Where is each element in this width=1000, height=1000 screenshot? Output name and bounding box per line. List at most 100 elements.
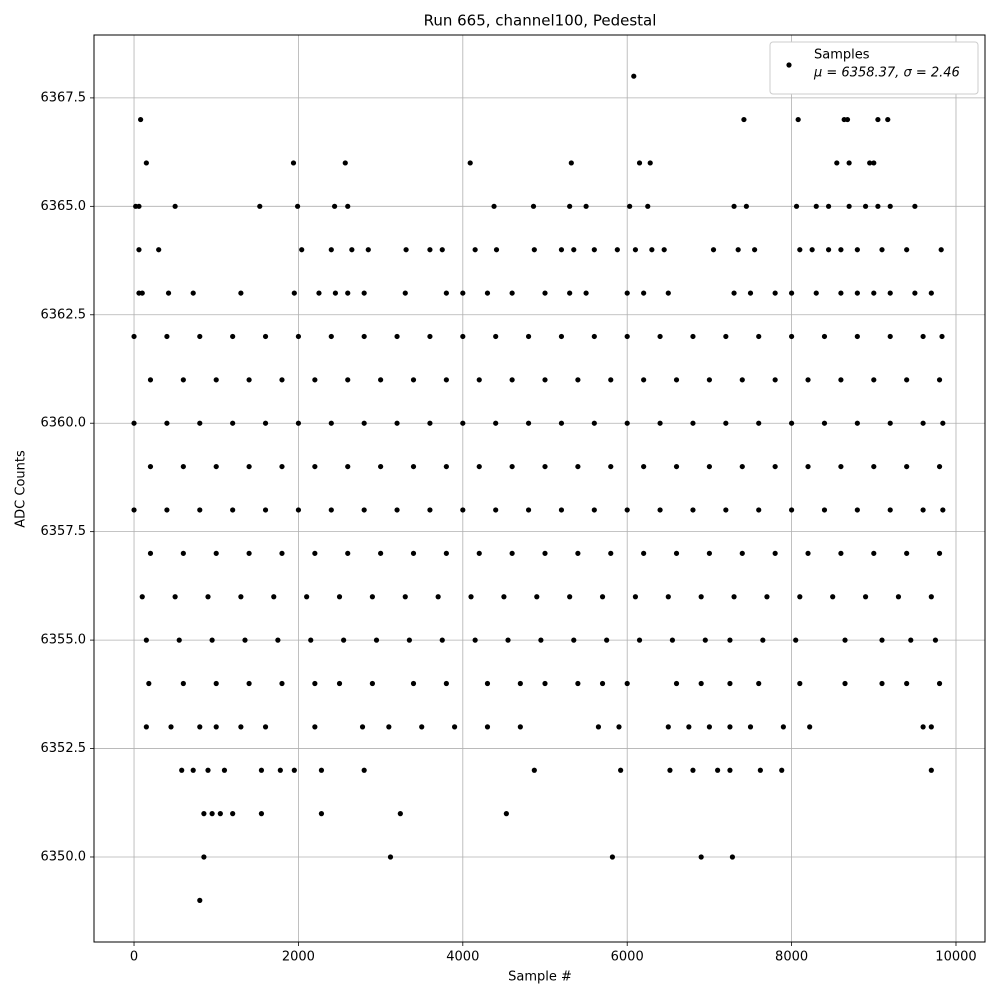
data-point [279,680,285,687]
x-axis-label: Sample # [508,970,572,985]
data-point [410,377,417,383]
data-point [614,247,620,253]
y-tick-label: 6350.0 [41,849,87,864]
data-point [131,420,137,426]
data-point [460,333,466,340]
data-point [838,550,844,556]
data-point [271,594,277,600]
data-point [472,247,478,253]
plot-frame [93,34,986,943]
data-point [928,767,934,773]
data-point [904,247,910,253]
data-point [361,290,367,296]
data-point [304,594,310,600]
data-point [410,680,417,687]
data-point [723,333,729,340]
data-point [168,724,174,730]
data-point [834,160,840,166]
data-point [331,203,338,209]
data-point [439,637,445,643]
data-point [645,203,651,209]
data-point [938,247,944,253]
data-point [279,377,285,383]
data-point [213,377,219,383]
data-point [312,724,318,730]
data-point [807,724,813,730]
data-point [190,767,196,773]
data-point [525,333,532,340]
data-point [476,377,482,383]
data-point [257,203,263,209]
data-point [715,767,721,773]
data-point [920,724,926,730]
data-point [378,377,384,383]
data-point [743,203,749,209]
data-point [530,203,537,209]
data-point [328,420,334,426]
data-point [887,333,893,340]
data-point [328,247,334,253]
data-point [779,767,785,773]
data-point [328,507,334,513]
data-point [525,420,532,426]
data-point [854,333,860,340]
data-point [591,420,597,426]
data-point [443,680,449,687]
data-point [238,724,244,730]
data-point [345,377,351,383]
data-point [838,247,844,253]
data-point [657,333,663,340]
data-point [632,247,639,253]
data-point [238,290,244,296]
data-point [558,333,565,340]
data-point [698,594,704,600]
data-point [209,811,215,817]
data-point [197,420,203,426]
data-point [427,333,433,340]
data-point [394,507,400,513]
data-point [509,550,515,556]
data-point [410,550,417,556]
data-point [262,507,269,513]
data-point [230,811,236,817]
data-point [197,897,203,903]
data-point [706,377,712,383]
data-point [230,420,236,426]
data-point [665,724,671,730]
data-point [887,290,893,296]
data-point [928,594,934,600]
data-point [394,420,400,426]
data-point [279,550,285,556]
data-point [739,550,745,556]
data-point [451,724,458,730]
data-point [797,594,803,600]
data-point [197,507,203,513]
data-point [406,637,412,643]
data-point [636,637,643,643]
data-point [427,247,433,253]
data-point [197,724,203,730]
data-point [312,463,318,470]
data-point [295,507,302,513]
data-point [608,550,614,556]
data-point [277,767,283,773]
data-point [190,290,196,296]
data-point [904,463,910,470]
data-point [558,507,565,513]
data-point [756,420,762,426]
data-point [805,550,811,556]
data-point [180,550,186,556]
data-point [213,463,219,470]
data-point [138,116,144,123]
data-point [624,420,630,426]
data-point [476,550,482,556]
data-point [509,377,515,383]
data-point [608,377,614,383]
data-point [246,377,252,383]
data-point [928,290,934,296]
data-point [460,290,466,296]
data-point [591,333,597,340]
data-point [690,333,696,340]
data-point [435,594,441,600]
data-point [710,247,717,253]
